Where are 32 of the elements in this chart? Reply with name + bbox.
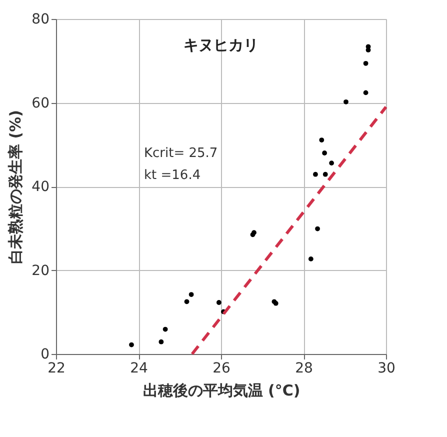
x-tick-label: 30 (378, 360, 396, 376)
x-axis-title: 出穂後の平均気温 (°C) (142, 382, 300, 400)
point (363, 90, 368, 96)
y-tick-label: 80 (32, 12, 50, 28)
y-tick-label: 40 (32, 179, 50, 195)
x-tick-label: 26 (212, 360, 230, 376)
point (363, 60, 368, 66)
point (329, 160, 334, 166)
y-tick-label: 20 (32, 262, 50, 279)
point (344, 99, 348, 104)
x-tick-label: 22 (48, 360, 66, 376)
y-tick-label: 0 (40, 346, 50, 362)
point (158, 339, 164, 344)
point (322, 150, 327, 156)
x-tick-label: 24 (130, 360, 148, 376)
annotation: kt =16.4 (144, 168, 201, 183)
point (188, 292, 194, 297)
x-tick-label: 28 (295, 360, 313, 376)
annotation: Kcrit= 25.7 (144, 146, 218, 161)
point (322, 172, 328, 177)
point (162, 326, 168, 332)
point (366, 48, 371, 52)
point (308, 256, 314, 262)
point (184, 299, 190, 304)
point (216, 300, 222, 305)
point (319, 138, 324, 142)
text: キヌヒカリ (184, 36, 258, 54)
y-axis-title: 白未熟粒の発生率 (%) (6, 110, 25, 264)
point (315, 226, 320, 232)
point (129, 342, 134, 348)
point (313, 172, 318, 177)
y-tick-label: 60 (32, 95, 50, 112)
